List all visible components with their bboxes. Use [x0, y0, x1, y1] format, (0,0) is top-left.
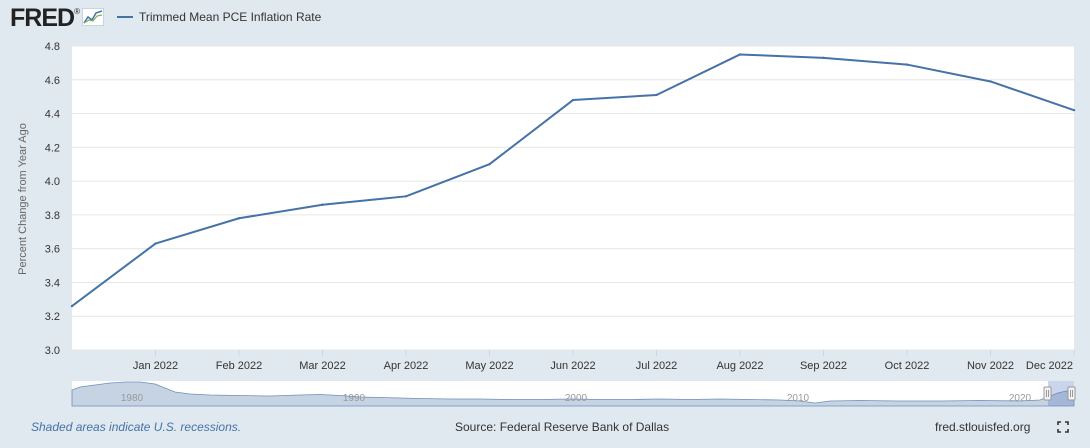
x-tick-label: Feb 2022 — [216, 360, 262, 372]
y-tick-label: 3.6 — [45, 244, 60, 256]
recession-note: Shaded areas indicate U.S. recessions. — [31, 420, 242, 434]
data-point — [905, 63, 909, 66]
legend-swatch — [117, 16, 133, 18]
data-point — [237, 217, 241, 220]
data-point — [989, 80, 992, 83]
navigator-history-area — [71, 381, 1075, 407]
x-tick-label: Dec 2022 — [1026, 360, 1073, 372]
logo-text: FRED — [10, 4, 75, 32]
data-point — [738, 53, 742, 56]
y-tick-label: 3.0 — [45, 345, 60, 357]
data-point — [154, 242, 157, 245]
y-tick-label: 4.0 — [45, 176, 60, 188]
series-line-group — [70, 53, 1076, 308]
x-tick-label: Jul 2022 — [636, 360, 678, 372]
y-tick-label: 3.2 — [45, 311, 60, 323]
y-tick-label: 4.2 — [45, 142, 60, 154]
registered-mark: ® — [74, 7, 80, 16]
x-tick-label: Aug 2022 — [716, 360, 763, 372]
navigator-year-label: 2010 — [787, 393, 810, 404]
y-tick-label: 3.4 — [45, 277, 60, 289]
graph-header: FRED ® Trimmed Mean PCE Inflation Rate — [0, 0, 1090, 36]
y-tick-label: 4.8 — [45, 41, 60, 53]
site-link[interactable]: fred.stlouisfed.org — [935, 420, 1031, 434]
y-axis-label: Percent Change from Year Ago — [17, 123, 29, 275]
x-tick-label: Jun 2022 — [550, 360, 595, 372]
x-axis-ticks: Jan 2022 Feb 2022 Mar 2022 Apr 2022 May 2022… — [133, 350, 1075, 372]
chart-legend: Trimmed Mean PCE Inflation Rate — [117, 10, 321, 24]
navigator-year-label: 2000 — [565, 393, 588, 404]
x-tick-label: Mar 2022 — [299, 360, 345, 372]
y-tick-label: 4.6 — [45, 75, 60, 87]
data-point — [404, 195, 408, 198]
fullscreen-icon[interactable] — [1057, 421, 1069, 433]
navigator-year-label: 1980 — [121, 393, 144, 404]
x-tick-label: Nov 2022 — [967, 360, 1014, 372]
data-point — [70, 304, 74, 308]
data-point — [822, 56, 825, 60]
navigator-year-label: 1990 — [343, 393, 366, 404]
fred-logo[interactable]: FRED ® — [10, 5, 104, 31]
data-point — [1072, 108, 1076, 112]
data-point — [655, 93, 658, 97]
x-tick-label: Jan 2022 — [133, 360, 178, 372]
y-tick-label: 3.8 — [45, 210, 60, 222]
graph-icon — [81, 8, 104, 26]
navigator-year-label: 2020 — [1009, 393, 1032, 404]
y-tick-label: 4.4 — [45, 109, 60, 121]
x-tick-label: Oct 2022 — [885, 360, 930, 372]
plot-area — [72, 46, 1074, 350]
data-point — [321, 203, 324, 206]
range-navigator[interactable]: 1980 1990 2000 2010 2020 — [71, 381, 1076, 407]
data-point — [571, 98, 575, 102]
navigator-right-handle[interactable] — [1067, 386, 1076, 401]
navigator-year-labels: 1980 1990 2000 2010 2020 — [121, 393, 1032, 404]
source-note: Source: Federal Reserve Bank of Dallas — [455, 420, 670, 434]
navigator-left-handle[interactable] — [1043, 386, 1052, 401]
data-point — [488, 163, 491, 166]
x-tick-label: Apr 2022 — [384, 360, 429, 372]
x-tick-label: Sep 2022 — [800, 360, 847, 372]
legend-label: Trimmed Mean PCE Inflation Rate — [139, 10, 322, 24]
y-axis-ticks: 3.0 3.2 3.4 3.6 3.8 4.0 4.2 4.4 4.6 4.8 — [45, 41, 60, 357]
x-tick-label: May 2022 — [465, 360, 513, 372]
